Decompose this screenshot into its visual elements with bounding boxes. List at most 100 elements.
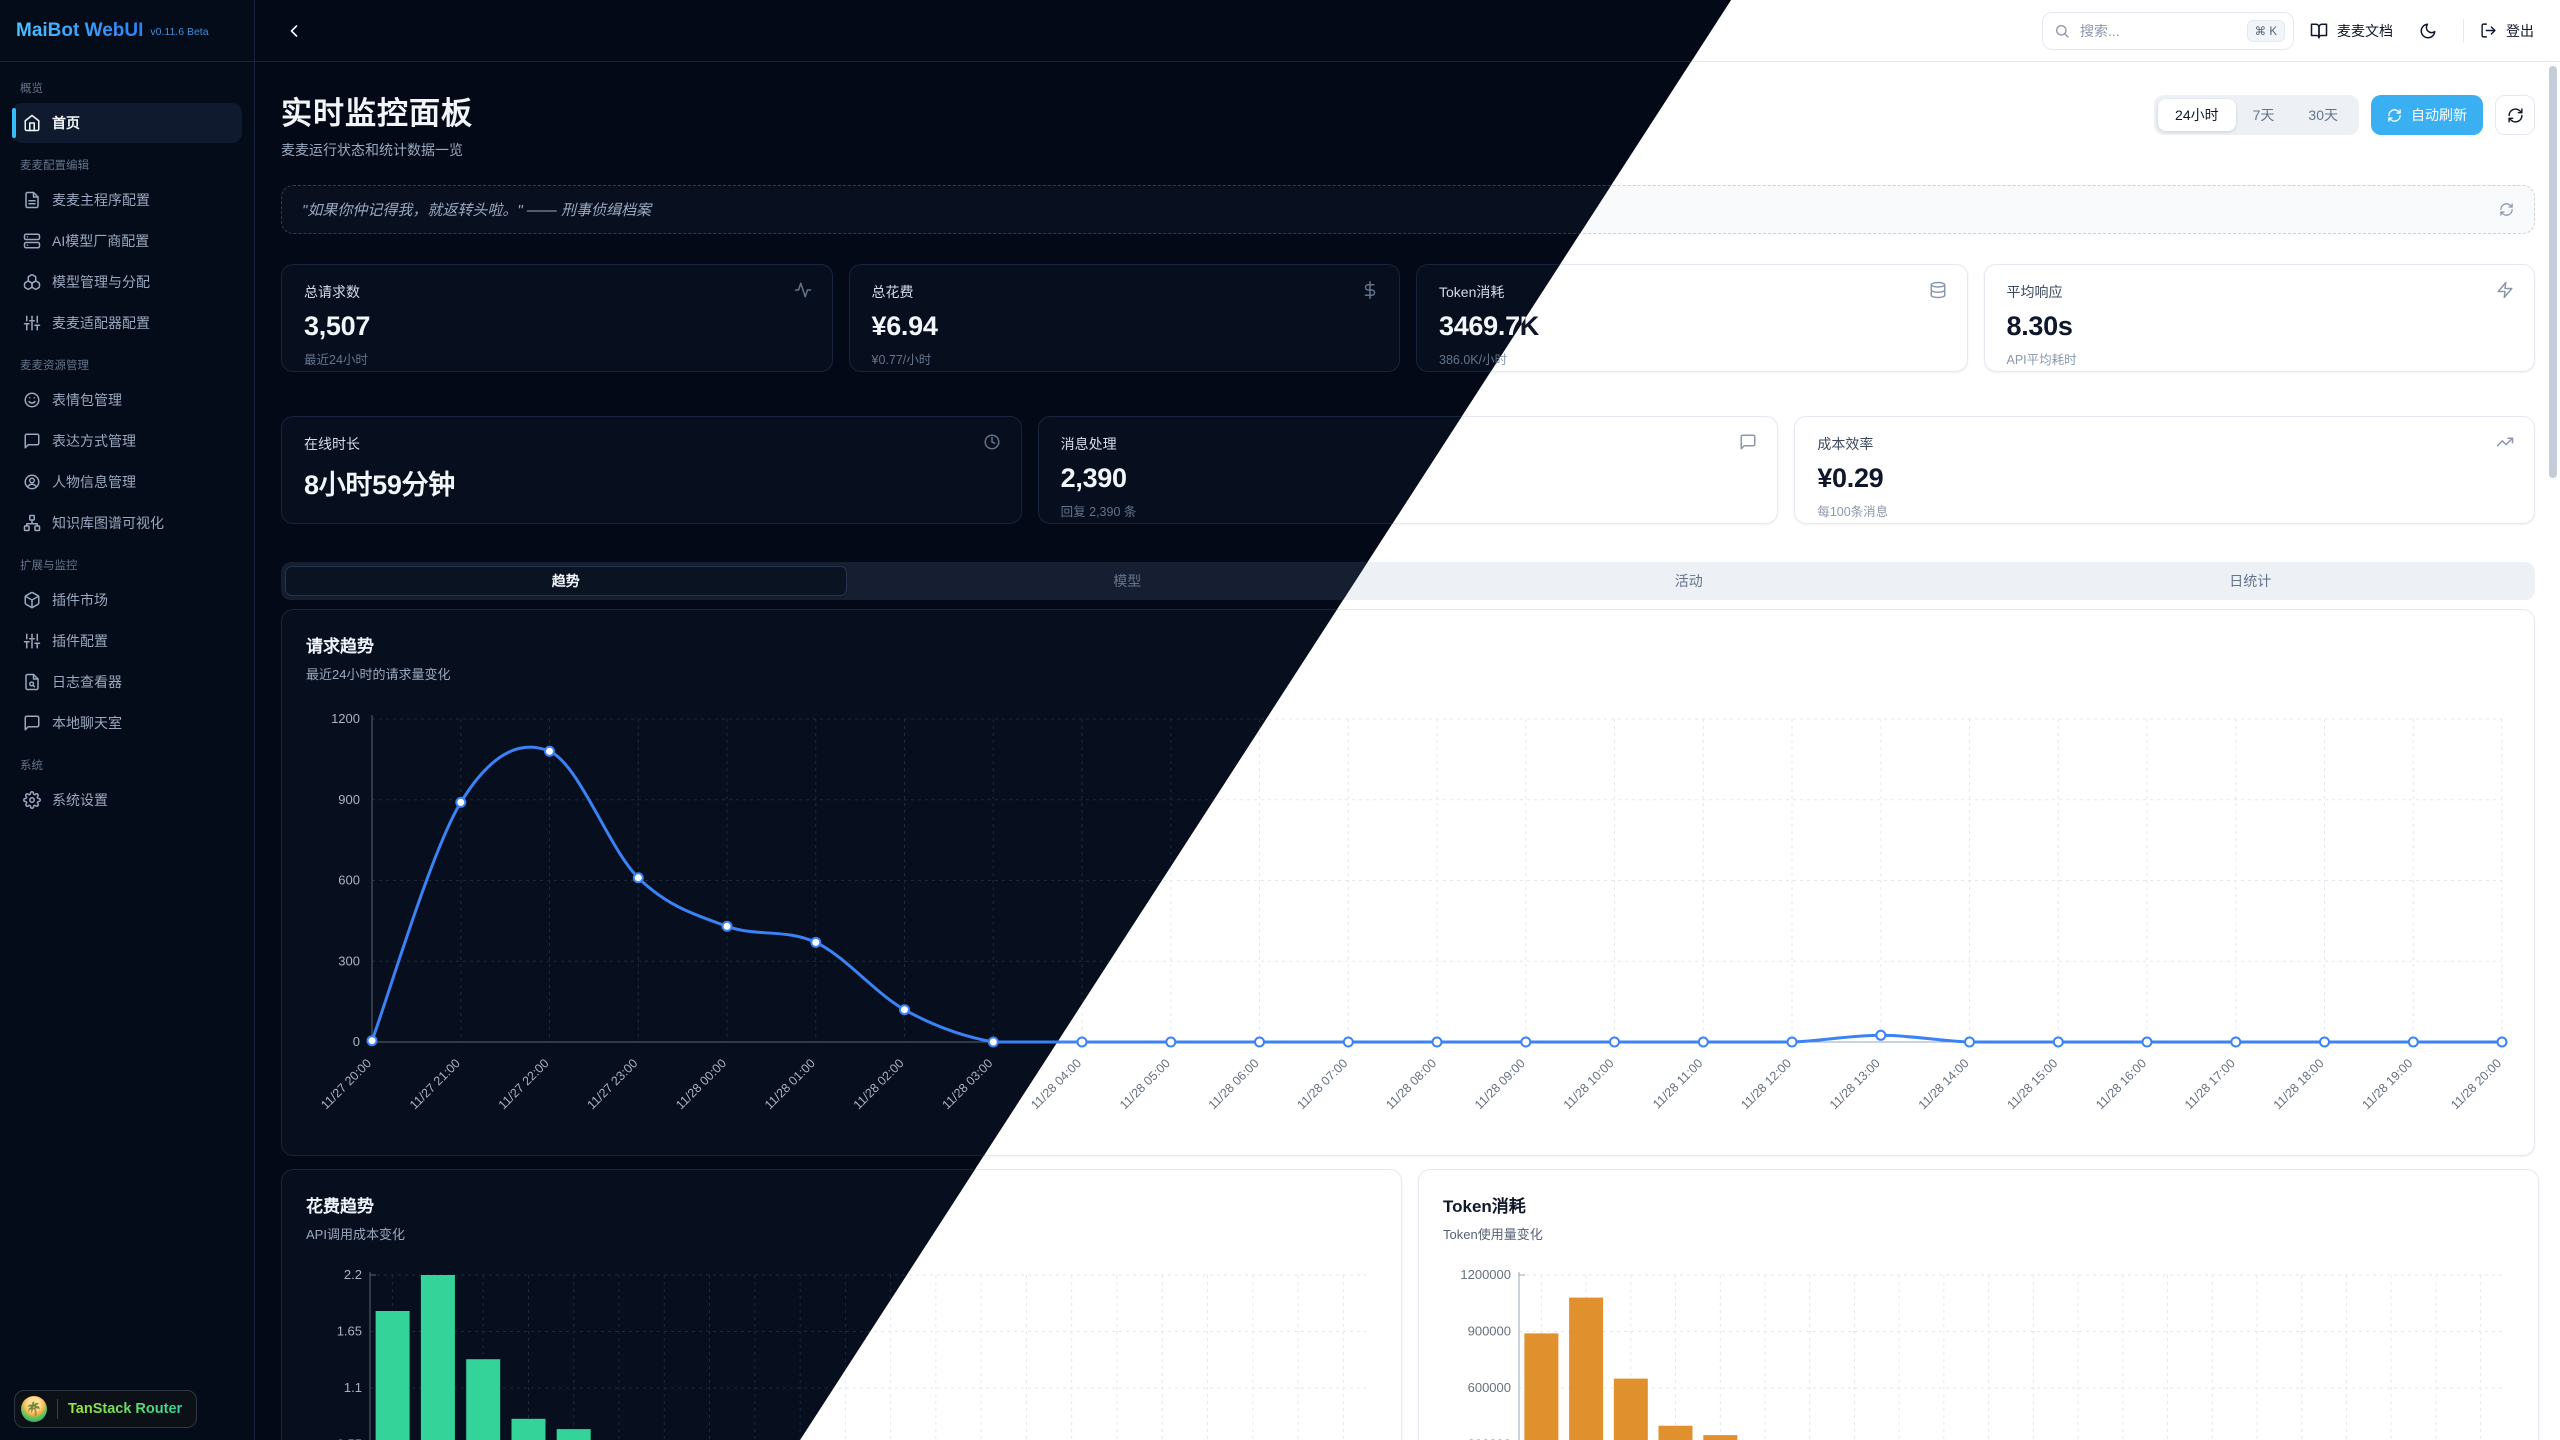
sidebar-item-label: 表达方式管理 <box>52 433 136 449</box>
message-square-icon <box>1740 434 1756 450</box>
sidebar-item[interactable]: 插件市场 <box>12 580 242 620</box>
sliders-icon <box>23 315 41 331</box>
chart-subtitle: Token使用量变化 <box>1443 1227 1543 1242</box>
svg-text:11/28 03:00: 11/28 03:00 <box>939 1056 995 1112</box>
message-square-icon <box>1739 433 1757 456</box>
chart-subtitle: 最近24小时的请求量变化 <box>306 667 451 682</box>
sidebar-item[interactable]: 插件配置 <box>12 621 242 661</box>
sidebar-item[interactable]: 麦麦适配器配置 <box>12 303 242 343</box>
zap-icon <box>2497 281 2513 299</box>
stat-card: 总请求数 3,507 最近24小时 <box>281 264 833 372</box>
time-range-button[interactable]: 30天 <box>2291 99 2355 131</box>
stat-value: 2,390 <box>1060 463 1127 493</box>
stat-value: 3,507 <box>304 311 371 341</box>
database-icon <box>1930 281 1945 299</box>
svg-text:11/28 02:00: 11/28 02:00 <box>851 1056 907 1112</box>
sidebar-item[interactable]: 表达方式管理 <box>12 421 242 461</box>
chart-subtitle: API调用成本变化 <box>306 1227 405 1242</box>
search-box[interactable]: ⌘ K <box>2042 11 2294 50</box>
stat-sub: API平均耗时 <box>2006 353 2077 367</box>
sidebar-item-label: 系统设置 <box>52 792 108 808</box>
auto-refresh-button[interactable]: 自动刷新 <box>2371 95 2483 135</box>
sidebar-group-label: 麦麦配置编辑 <box>20 160 89 172</box>
boxes-icon <box>23 274 41 290</box>
svg-text:600000: 600000 <box>1468 1380 1511 1395</box>
zap-icon <box>2496 281 2514 304</box>
refresh-icon <box>2500 203 2513 216</box>
divider <box>2463 18 2464 43</box>
refresh-button[interactable] <box>2495 95 2535 135</box>
dashboard-tab[interactable]: 活动 <box>1408 566 1970 596</box>
svg-text:0.55: 0.55 <box>337 1437 362 1440</box>
chart-title: 请求趋势 <box>306 637 374 656</box>
svg-text:11/27 20:00: 11/27 20:00 <box>318 1056 374 1112</box>
divider <box>57 1399 58 1419</box>
stat-title: 总花费 <box>871 284 914 300</box>
sidebar-nav: 概览首页麦麦配置编辑麦麦主程序配置 AI模型厂商配置模型管理与分配麦麦适配器配置麦… <box>0 62 254 825</box>
stat-card: 在线时长 8小时59分钟 <box>281 416 1022 524</box>
refresh-icon <box>2507 107 2523 123</box>
svg-text:1200: 1200 <box>331 711 360 726</box>
sidebar-item[interactable]: 日志查看器 <box>12 662 242 702</box>
search-input[interactable] <box>2078 21 2239 40</box>
theme-toggle-button[interactable] <box>2409 12 2447 50</box>
trending-up-icon <box>2496 433 2514 456</box>
sidebar-item[interactable]: 系统设置 <box>12 780 242 820</box>
quote-refresh-button[interactable] <box>2499 202 2514 217</box>
svg-text:11/28 06:00: 11/28 06:00 <box>1206 1056 1262 1112</box>
svg-text:11/28 01:00: 11/28 01:00 <box>762 1056 818 1112</box>
sidebar-collapse-button[interactable] <box>275 12 313 50</box>
svg-text:600: 600 <box>338 873 360 888</box>
svg-text:11/28 11:00: 11/28 11:00 <box>1650 1056 1705 1111</box>
smile-icon <box>24 392 40 408</box>
svg-text:11/28 10:00: 11/28 10:00 <box>1561 1056 1617 1112</box>
sidebar-item[interactable]: AI模型厂商配置 <box>12 221 242 261</box>
sidebar-item-label: 本地聊天室 <box>52 715 122 731</box>
package-icon <box>24 591 40 609</box>
svg-text:1.1: 1.1 <box>344 1380 362 1395</box>
time-range-button[interactable]: 24小时 <box>2158 99 2236 131</box>
stat-sub: 每100条消息 <box>1817 505 1889 519</box>
sidebar-item[interactable]: 麦麦主程序配置 <box>12 180 242 220</box>
sidebar-item[interactable]: 本地聊天室 <box>12 703 242 743</box>
sidebar-item-label: 日志查看器 <box>52 674 122 690</box>
svg-text:11/28 19:00: 11/28 19:00 <box>2359 1056 2415 1112</box>
sidebar-item[interactable]: 表情包管理 <box>12 380 242 420</box>
dashboard-tab[interactable]: 趋势 <box>285 566 847 596</box>
stat-sub: 最近24小时 <box>304 353 368 367</box>
dashboard-tab[interactable]: 日统计 <box>1970 566 2532 596</box>
sidebar-item[interactable]: 首页 <box>12 103 242 143</box>
logout-button[interactable]: 登出 <box>2480 21 2534 41</box>
sidebar-item[interactable]: 人物信息管理 <box>12 462 242 502</box>
sidebar-item[interactable]: 模型管理与分配 <box>12 262 242 302</box>
book-open-icon <box>2310 23 2328 38</box>
file-search-icon <box>25 673 39 691</box>
scrollbar-thumb[interactable] <box>2549 66 2557 478</box>
stat-value: ¥6.94 <box>871 311 938 341</box>
svg-text:0: 0 <box>353 1034 360 1049</box>
stat-value: 8.30s <box>2006 311 2073 341</box>
page-subtitle: 麦麦运行状态和统计数据一览 <box>281 142 463 158</box>
svg-text:300000: 300000 <box>1468 1437 1511 1440</box>
search-icon <box>2054 23 2070 39</box>
docs-label: 麦麦文档 <box>2337 22 2393 39</box>
time-range-button[interactable]: 7天 <box>2236 99 2292 131</box>
quote-banner: "如果你仲记得我，就返转头啦。" —— 刑事侦缉档案 <box>281 185 1731 234</box>
clock-icon <box>984 434 1000 450</box>
stat-value: 8小时59分钟 <box>304 470 455 500</box>
refresh-icon <box>2387 108 2402 123</box>
svg-text:2.2: 2.2 <box>344 1267 362 1282</box>
auto-refresh-label: 自动刷新 <box>2411 107 2467 123</box>
svg-text:11/28 00:00: 11/28 00:00 <box>673 1056 729 1112</box>
sidebar-item[interactable]: 知识库图谱可视化 <box>12 503 242 543</box>
stat-card: 总花费 ¥6.94 ¥0.77/小时 <box>848 264 1400 372</box>
clock-icon <box>983 433 1001 456</box>
tanstack-router-badge[interactable]: 🌴 TanStack Router <box>14 1390 198 1428</box>
dashboard-tab[interactable]: 模型 <box>847 566 1409 596</box>
svg-text:900000: 900000 <box>1468 1324 1511 1339</box>
svg-text:11/28 17:00: 11/28 17:00 <box>2182 1056 2238 1112</box>
stat-title: 成本效率 <box>1817 436 1874 452</box>
sidebar-group-label: 系统 <box>20 760 43 772</box>
docs-button[interactable]: 麦麦文档 <box>2310 21 2393 41</box>
